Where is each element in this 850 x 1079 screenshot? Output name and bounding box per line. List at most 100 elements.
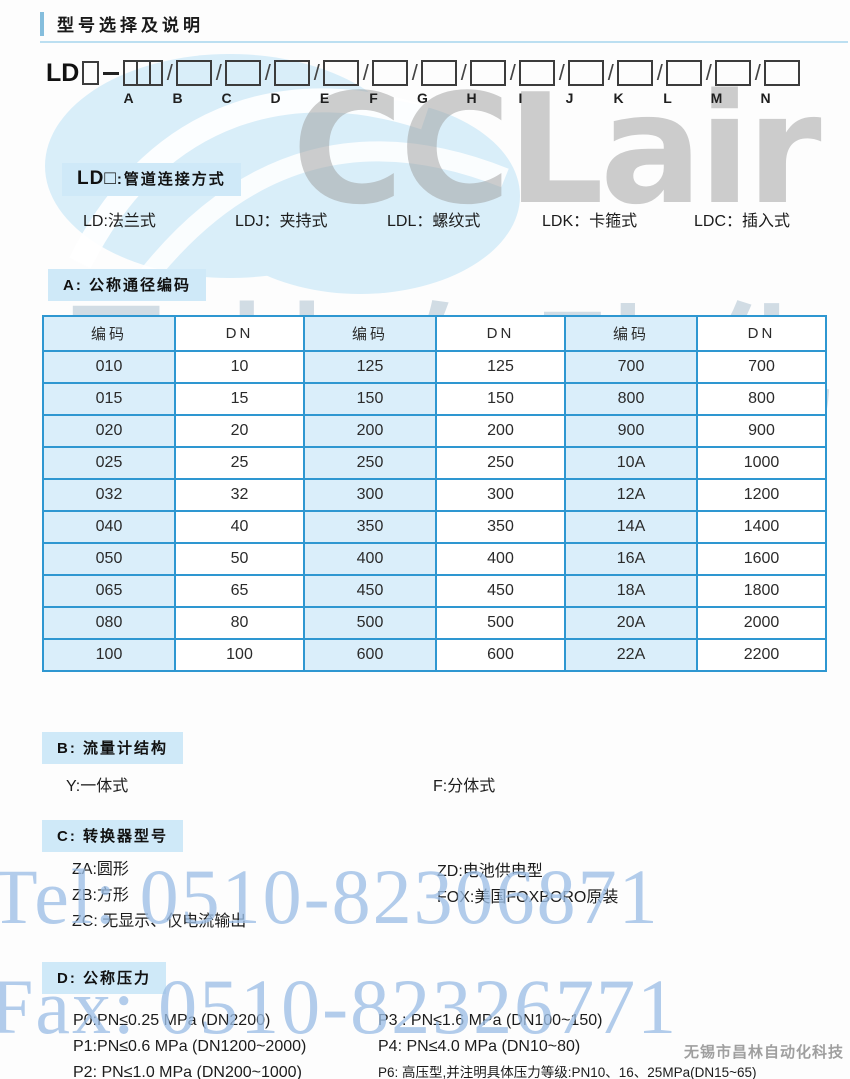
table-row: 025 25 250 250 10A 1000: [42, 446, 827, 480]
page-title: 型号选择及说明: [57, 16, 204, 35]
code-cell: 14A: [564, 510, 698, 544]
pressure-option: P6: 高压型,并注明具体压力等级:PN10、16、25MPa(DN15~65): [378, 1065, 757, 1079]
dn-cell: 900: [696, 414, 827, 448]
code-cell: 900: [564, 414, 698, 448]
table-row: 032 32 300 300 12A 1200: [42, 478, 827, 512]
model-code-letter-f: F: [369, 90, 378, 106]
code-cell: 032: [42, 478, 176, 512]
section-header-diameter: A: 公称通径编码: [48, 269, 206, 301]
table-row: 020 20 200 200 900 900: [42, 414, 827, 448]
code-cell: 20A: [564, 606, 698, 640]
model-code-box-n: [764, 60, 801, 86]
model-code-box-connection: [82, 61, 100, 85]
model-code-letter-j: J: [565, 90, 574, 106]
model-code-slash: /: [215, 60, 222, 85]
dn-cell: 25: [174, 446, 305, 480]
diameter-table-body: 010 10 125 125 700 700 015 15 150 150 800 800 020 20 2…: [42, 350, 827, 672]
table-header-cell: 编码: [564, 315, 698, 352]
dn-cell: 50: [174, 542, 305, 576]
model-code-slash: /: [656, 60, 663, 85]
code-cell: 025: [42, 446, 176, 480]
title-underline: [40, 41, 848, 43]
section-header-pressure: D: 公称压力: [42, 962, 166, 994]
code-cell: 065: [42, 574, 176, 608]
model-code-box-a: [123, 60, 164, 86]
code-cell: 400: [303, 542, 437, 576]
dn-cell: 15: [174, 382, 305, 416]
model-code-letter-i: I: [518, 90, 523, 106]
dn-cell: 1400: [696, 510, 827, 544]
converter-option: ZA:圆形: [72, 861, 129, 878]
model-code-slash: /: [313, 60, 320, 85]
model-code-box-l: [666, 60, 703, 86]
model-code-slash: /: [166, 60, 173, 85]
model-code-letters-row: A B C D E F G H I J K L M N: [0, 90, 790, 106]
model-code-prefix: LD: [46, 58, 80, 87]
pressure-option: P1:PN≤0.6 MPa (DN1200~2000): [73, 1038, 307, 1055]
dn-cell: 600: [435, 638, 566, 672]
title-accent-bar: [40, 12, 44, 36]
code-cell: 22A: [564, 638, 698, 672]
code-cell: 150: [303, 382, 437, 416]
code-cell: 16A: [564, 542, 698, 576]
dn-cell: 2000: [696, 606, 827, 640]
table-row: 065 65 450 450 18A 1800: [42, 574, 827, 608]
code-cell: 800: [564, 382, 698, 416]
model-code-box-h: [470, 60, 507, 86]
dn-cell: 350: [435, 510, 566, 544]
model-code-box-j: [568, 60, 605, 86]
model-code-box-d: [274, 60, 311, 86]
model-code-box-b: [176, 60, 213, 86]
pressure-option: P2: PN≤1.0 MPa (DN200~1000): [73, 1064, 302, 1079]
converter-option: ZB:方形: [72, 887, 129, 904]
table-header-cell: DN: [174, 315, 305, 352]
table-row: 040 40 350 350 14A 1400: [42, 510, 827, 544]
table-header-cell: 编码: [303, 315, 437, 352]
table-row: 015 15 150 150 800 800: [42, 382, 827, 416]
model-code-letter-k: K: [613, 90, 624, 106]
dn-cell: 1600: [696, 542, 827, 576]
pressure-options-left: P0:PN≤0.25 MPa (DN2200) P1:PN≤0.6 MPa (DN…: [73, 1008, 306, 1079]
connection-option: LDL：螺纹式: [387, 213, 481, 230]
dn-cell: 400: [435, 542, 566, 576]
model-code-slash: /: [362, 60, 369, 85]
dn-cell: 250: [435, 446, 566, 480]
dn-cell: 200: [435, 414, 566, 448]
model-code-box-g: [421, 60, 458, 86]
model-code-box-f: [372, 60, 409, 86]
dn-cell: 100: [174, 638, 305, 672]
model-code-box-k: [617, 60, 654, 86]
model-code-letter-g: G: [417, 90, 428, 106]
code-cell: 125: [303, 350, 437, 384]
code-cell: 300: [303, 478, 437, 512]
dn-cell: 1200: [696, 478, 827, 512]
table-row: 050 50 400 400 16A 1600: [42, 542, 827, 576]
model-code-letter-d: D: [270, 90, 281, 106]
model-code-letter-h: H: [466, 90, 477, 106]
converter-option: ZC: 无显示、仅电流输出: [72, 913, 247, 930]
dn-cell: 450: [435, 574, 566, 608]
model-code-letter-m: M: [710, 90, 723, 106]
code-cell: 250: [303, 446, 437, 480]
dn-cell: 500: [435, 606, 566, 640]
model-code-letter-b: B: [172, 90, 183, 106]
model-code-box-m: [715, 60, 752, 86]
converter-option: ZD:电池供电型: [437, 863, 543, 880]
connection-option: LDJ：夹持式: [235, 213, 328, 230]
dn-cell: 40: [174, 510, 305, 544]
dn-cell: 20: [174, 414, 305, 448]
model-code-boxes: / / / / / / / / / / / / /: [163, 60, 801, 86]
dn-cell: 10: [174, 350, 305, 384]
model-code-slash: /: [411, 60, 418, 85]
model-code-slash: /: [558, 60, 565, 85]
model-code-slash: /: [509, 60, 516, 85]
code-cell: 040: [42, 510, 176, 544]
dn-cell: 800: [696, 382, 827, 416]
dn-cell: 700: [696, 350, 827, 384]
model-code-box-i: [519, 60, 556, 86]
code-cell: 10A: [564, 446, 698, 480]
table-header-cell: 编码: [42, 315, 176, 352]
code-cell: 200: [303, 414, 437, 448]
model-code-box-e: [323, 60, 360, 86]
